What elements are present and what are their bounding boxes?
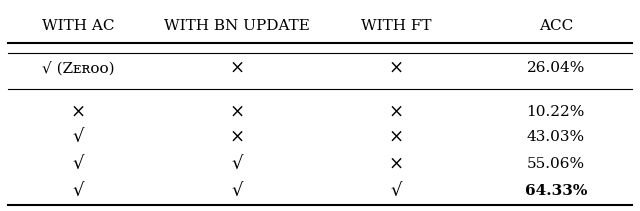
Text: WITH FT: WITH FT	[361, 19, 432, 33]
Text: ACC: ACC	[539, 19, 573, 33]
Text: √: √	[72, 155, 84, 173]
Text: √ (Zᴇʀᴏᴏ): √ (Zᴇʀᴏᴏ)	[42, 61, 114, 75]
Text: ×: ×	[230, 128, 244, 146]
Text: WITH AC: WITH AC	[42, 19, 114, 33]
Text: √: √	[232, 182, 243, 200]
Text: 64.33%: 64.33%	[525, 184, 587, 198]
Text: 26.04%: 26.04%	[527, 61, 585, 75]
Text: ×: ×	[389, 155, 404, 173]
Text: ×: ×	[389, 128, 404, 146]
Text: √: √	[72, 182, 84, 200]
Text: √: √	[390, 182, 402, 200]
Text: ×: ×	[389, 59, 404, 77]
Text: 43.03%: 43.03%	[527, 130, 585, 144]
Text: √: √	[72, 128, 84, 146]
Text: ×: ×	[230, 59, 244, 77]
Text: WITH BN UPDATE: WITH BN UPDATE	[164, 19, 310, 33]
Text: ×: ×	[70, 103, 85, 121]
Text: ×: ×	[389, 103, 404, 121]
Text: √: √	[232, 155, 243, 173]
Text: 55.06%: 55.06%	[527, 157, 585, 171]
Text: 10.22%: 10.22%	[527, 105, 585, 119]
Text: ×: ×	[230, 103, 244, 121]
